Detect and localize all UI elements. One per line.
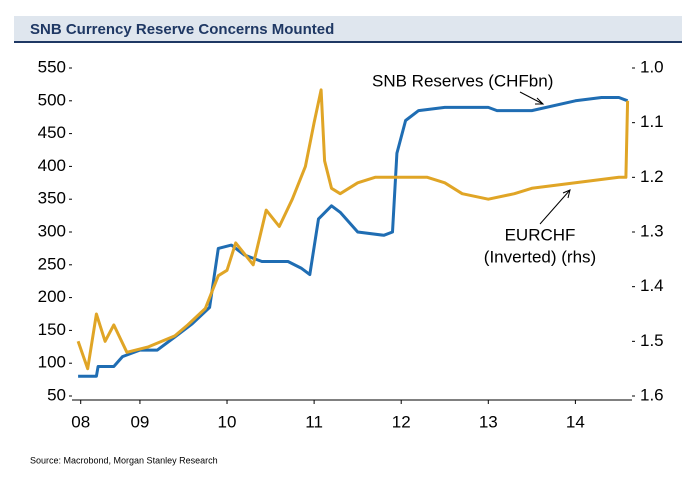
y-tick-label: 100 — [38, 353, 66, 372]
x-tick-label: 11 — [305, 412, 323, 431]
annotation-arrow-head — [535, 97, 545, 105]
annotation-arrow-head — [562, 189, 571, 199]
y-tick-label: 550 — [38, 57, 66, 76]
y-tick-label: 350 — [38, 189, 66, 208]
y2-tick-label: 1.3 — [640, 221, 664, 240]
annotation: (Inverted) (rhs) — [484, 247, 596, 266]
x-tick-label: 08 — [71, 412, 90, 431]
y2-tick-label: 1.2 — [640, 167, 664, 186]
annotation-arrow — [519, 91, 544, 105]
y-tick-label: 250 — [38, 254, 66, 273]
y2-tick-label: 1.1 — [640, 112, 664, 131]
x-tick-label: 10 — [218, 412, 237, 431]
y-tick-label: 500 — [38, 90, 66, 109]
y2-tick-label: 1.0 — [640, 57, 664, 76]
source-note: Source: Macrobond, Morgan Stanley Resear… — [30, 455, 218, 465]
y-tick-label: 50 — [47, 385, 66, 404]
x-tick-label: 13 — [479, 412, 498, 431]
y2-tick-label: 1.5 — [640, 331, 664, 350]
y-tick-label: 150 — [38, 320, 66, 339]
series-line — [78, 96, 629, 378]
y2-tick-label: 1.4 — [640, 276, 664, 295]
y-tick-label: 300 — [38, 221, 66, 240]
annotation: SNB Reserves (CHFbn) — [372, 71, 553, 90]
title-band — [14, 16, 682, 42]
annotation-arrow — [539, 189, 571, 225]
y-tick-label: 450 — [38, 123, 66, 142]
y2-tick-label: 1.6 — [640, 385, 664, 404]
annotation: EURCHF — [505, 225, 576, 244]
y-tick-label: 200 — [38, 287, 66, 306]
y-tick-label: 400 — [38, 156, 66, 175]
chart-title: SNB Currency Reserve Concerns Mounted — [30, 21, 334, 38]
x-tick-label: 14 — [566, 412, 585, 431]
series-line — [76, 88, 630, 371]
x-tick-label: 12 — [392, 412, 411, 431]
x-tick-label: 09 — [130, 412, 149, 431]
